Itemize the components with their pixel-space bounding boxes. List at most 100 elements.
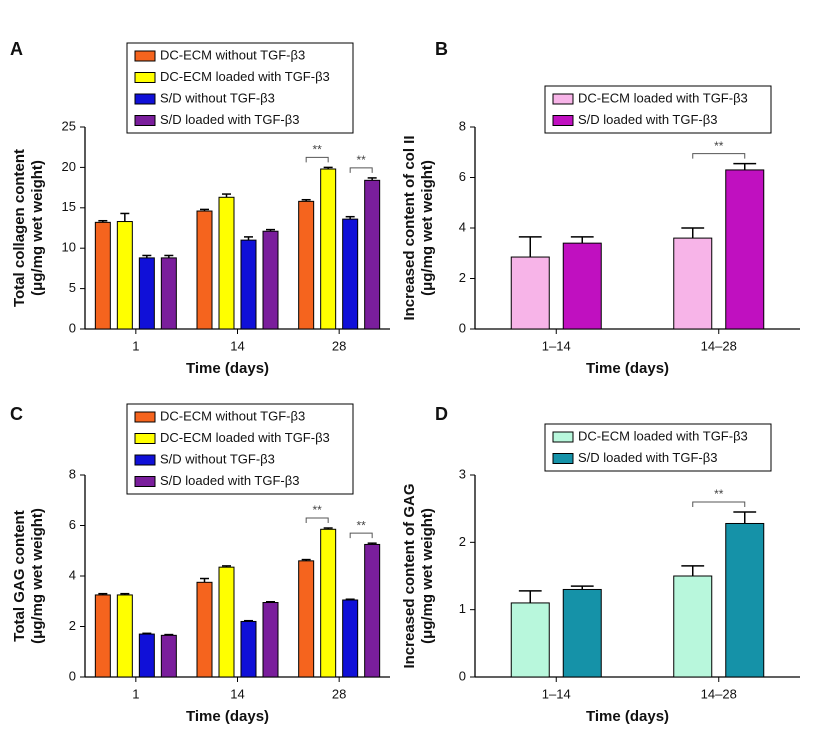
legend-box [126, 42, 354, 134]
y-axis-title: Increased content of GAG [401, 483, 418, 668]
y-tick-label: 4 [69, 567, 76, 582]
y-tick-label: 0 [459, 320, 466, 335]
legend-label: DC-ECM loaded with TGF-β3 [160, 430, 330, 445]
y-tick-label: 2 [69, 618, 76, 633]
bar [240, 620, 257, 678]
bar [116, 594, 133, 678]
y-axis-title: (μg/mg wet weight) [29, 508, 46, 644]
y-tick-label: 1 [459, 601, 466, 616]
legend-swatch [134, 72, 156, 83]
bar [673, 237, 713, 330]
significance-bracket [305, 517, 329, 524]
bar [364, 179, 381, 330]
legend-label: DC-ECM without TGF-β3 [160, 408, 305, 423]
bar [562, 242, 602, 330]
bar [320, 168, 337, 330]
bar [218, 196, 235, 330]
panel-letter: B [435, 39, 448, 59]
bar [160, 257, 177, 330]
significance-bracket [692, 153, 746, 159]
significance-label: ** [714, 487, 724, 501]
legend-swatch [134, 476, 156, 487]
legend-label: S/D without TGF-β3 [160, 451, 275, 466]
bar [725, 169, 765, 330]
y-tick-label: 0 [69, 668, 76, 683]
x-axis-title: Time (days) [186, 708, 269, 725]
bar [298, 560, 315, 678]
y-axis-title: (μg/mg wet weight) [29, 160, 46, 296]
y-tick-label: 5 [69, 280, 76, 295]
panel-letter: A [10, 39, 23, 59]
y-tick-label: 15 [62, 199, 76, 214]
legend-swatch [552, 93, 574, 105]
y-tick-label: 2 [459, 534, 466, 549]
significance-label: ** [356, 518, 366, 532]
bar [116, 221, 133, 330]
legend-label: S/D loaded with TGF-β3 [160, 112, 299, 127]
significance-bracket [349, 532, 373, 539]
y-axis-title: Total collagen content [11, 149, 28, 307]
y-axis-title: Increased content of col II [401, 135, 418, 320]
y-tick-label: 20 [62, 159, 76, 174]
y-tick-label: 2 [459, 270, 466, 285]
bar [262, 230, 279, 330]
bar [364, 543, 381, 678]
legend-swatch [552, 431, 574, 443]
y-tick-label: 6 [459, 169, 466, 184]
significance-label: ** [356, 153, 366, 167]
legend-swatch [134, 433, 156, 444]
x-axis-title: Time (days) [186, 360, 269, 377]
y-axis-title: (μg/mg wet weight) [419, 160, 436, 296]
panel-letter: C [10, 404, 23, 424]
bar [138, 633, 155, 678]
bar [510, 602, 550, 678]
bar [342, 218, 359, 330]
legend-label: DC-ECM without TGF-β3 [160, 47, 305, 62]
legend-box [544, 85, 772, 134]
legend-label: DC-ECM loaded with TGF-β3 [578, 90, 748, 105]
bar [562, 588, 602, 678]
legend-label: S/D loaded with TGF-β3 [578, 450, 717, 465]
legend-swatch [134, 50, 156, 62]
bar [196, 581, 213, 678]
bar [94, 221, 111, 330]
x-tick-label: 1 [132, 686, 139, 701]
y-tick-label: 10 [62, 240, 76, 255]
y-tick-label: 8 [459, 118, 466, 133]
bar [196, 210, 213, 330]
bar [160, 634, 177, 678]
legend-swatch [134, 93, 156, 105]
significance-bracket [692, 501, 746, 508]
significance-bracket [305, 156, 329, 163]
bar [510, 256, 550, 330]
y-tick-label: 25 [62, 118, 76, 133]
significance-label: ** [714, 139, 724, 153]
legend-swatch [134, 454, 156, 466]
bar [725, 522, 765, 678]
x-tick-label: 14 [230, 338, 244, 353]
x-axis-title: Time (days) [586, 360, 669, 377]
legend-swatch [134, 115, 156, 126]
y-tick-label: 4 [459, 219, 466, 234]
legend-box [544, 423, 772, 472]
legend-swatch [134, 411, 156, 423]
y-axis-title: Total GAG content [11, 510, 28, 641]
x-axis-title: Time (days) [586, 708, 669, 725]
x-tick-label: 28 [332, 338, 346, 353]
legend-label: DC-ECM loaded with TGF-β3 [160, 69, 330, 84]
legend-label: S/D loaded with TGF-β3 [578, 112, 717, 127]
bar [138, 257, 155, 330]
bar [298, 200, 315, 330]
x-tick-label: 1–14 [542, 338, 571, 353]
legend-swatch [552, 115, 574, 126]
legend-label: DC-ECM loaded with TGF-β3 [578, 428, 748, 443]
legend-label: S/D without TGF-β3 [160, 90, 275, 105]
panel-letter: D [435, 404, 448, 424]
bar [218, 566, 235, 678]
y-tick-label: 0 [69, 320, 76, 335]
y-tick-label: 6 [69, 517, 76, 532]
y-axis-title: (μg/mg wet weight) [419, 508, 436, 644]
y-tick-label: 3 [459, 466, 466, 481]
legend-box [126, 403, 354, 495]
